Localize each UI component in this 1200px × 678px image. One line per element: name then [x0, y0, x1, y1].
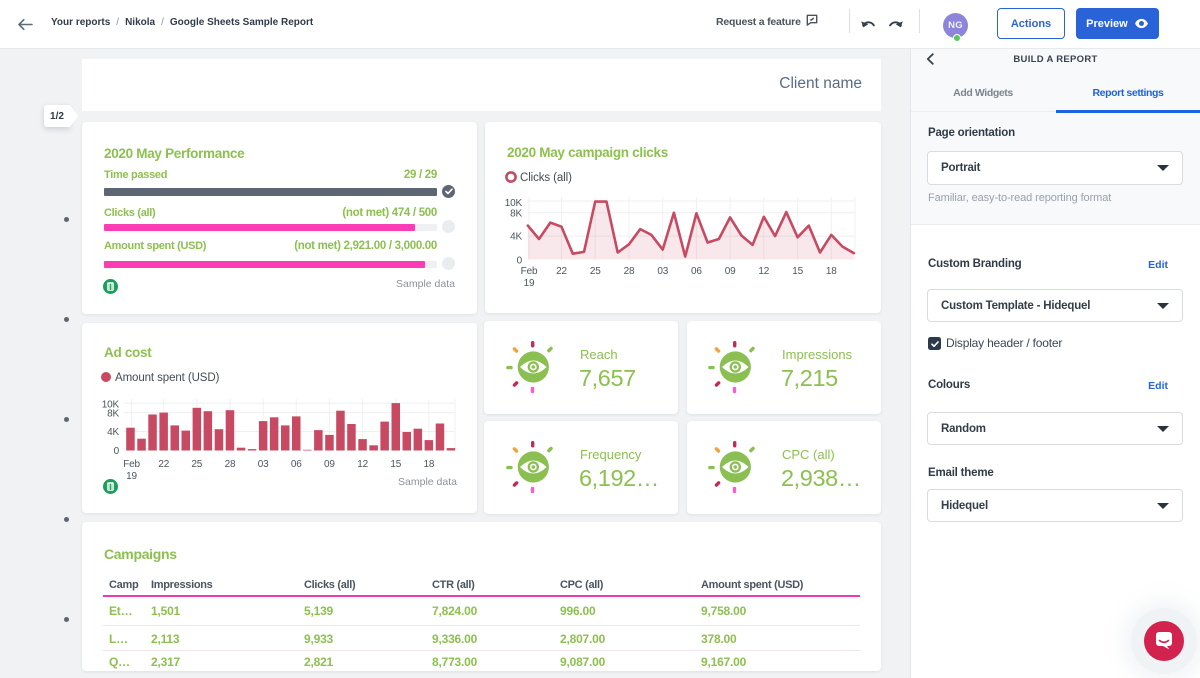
svg-text:28: 28 — [225, 459, 236, 470]
svg-text:10K: 10K — [505, 198, 523, 209]
svg-text:28: 28 — [624, 266, 635, 277]
svg-text:15: 15 — [390, 459, 401, 470]
svg-text:18: 18 — [424, 459, 435, 470]
svg-text:Amount spent (USD): Amount spent (USD) — [115, 372, 220, 384]
svg-text:0: 0 — [114, 446, 120, 457]
svg-text:09: 09 — [725, 266, 736, 277]
svg-text:19: 19 — [126, 471, 137, 482]
svg-text:15: 15 — [792, 266, 803, 277]
svg-text:25: 25 — [590, 266, 601, 277]
svg-text:22: 22 — [556, 266, 567, 277]
svg-text:4K: 4K — [107, 427, 119, 438]
svg-text:09: 09 — [324, 459, 335, 470]
svg-text:Clicks (all): Clicks (all) — [520, 172, 572, 184]
svg-text:10K: 10K — [102, 400, 120, 411]
svg-text:12: 12 — [758, 266, 769, 277]
svg-text:8K: 8K — [510, 209, 522, 220]
svg-text:03: 03 — [657, 266, 668, 277]
svg-text:Feb: Feb — [521, 266, 538, 277]
svg-text:12: 12 — [357, 459, 368, 470]
svg-text:06: 06 — [691, 266, 702, 277]
svg-text:06: 06 — [291, 459, 302, 470]
svg-text:25: 25 — [191, 459, 202, 470]
svg-text:18: 18 — [826, 266, 837, 277]
svg-text:0: 0 — [517, 256, 523, 267]
svg-text:Feb: Feb — [123, 459, 140, 470]
svg-text:4K: 4K — [510, 232, 522, 243]
svg-text:22: 22 — [158, 459, 169, 470]
svg-text:03: 03 — [258, 459, 269, 470]
svg-text:19: 19 — [524, 278, 535, 289]
svg-text:8K: 8K — [107, 409, 119, 420]
